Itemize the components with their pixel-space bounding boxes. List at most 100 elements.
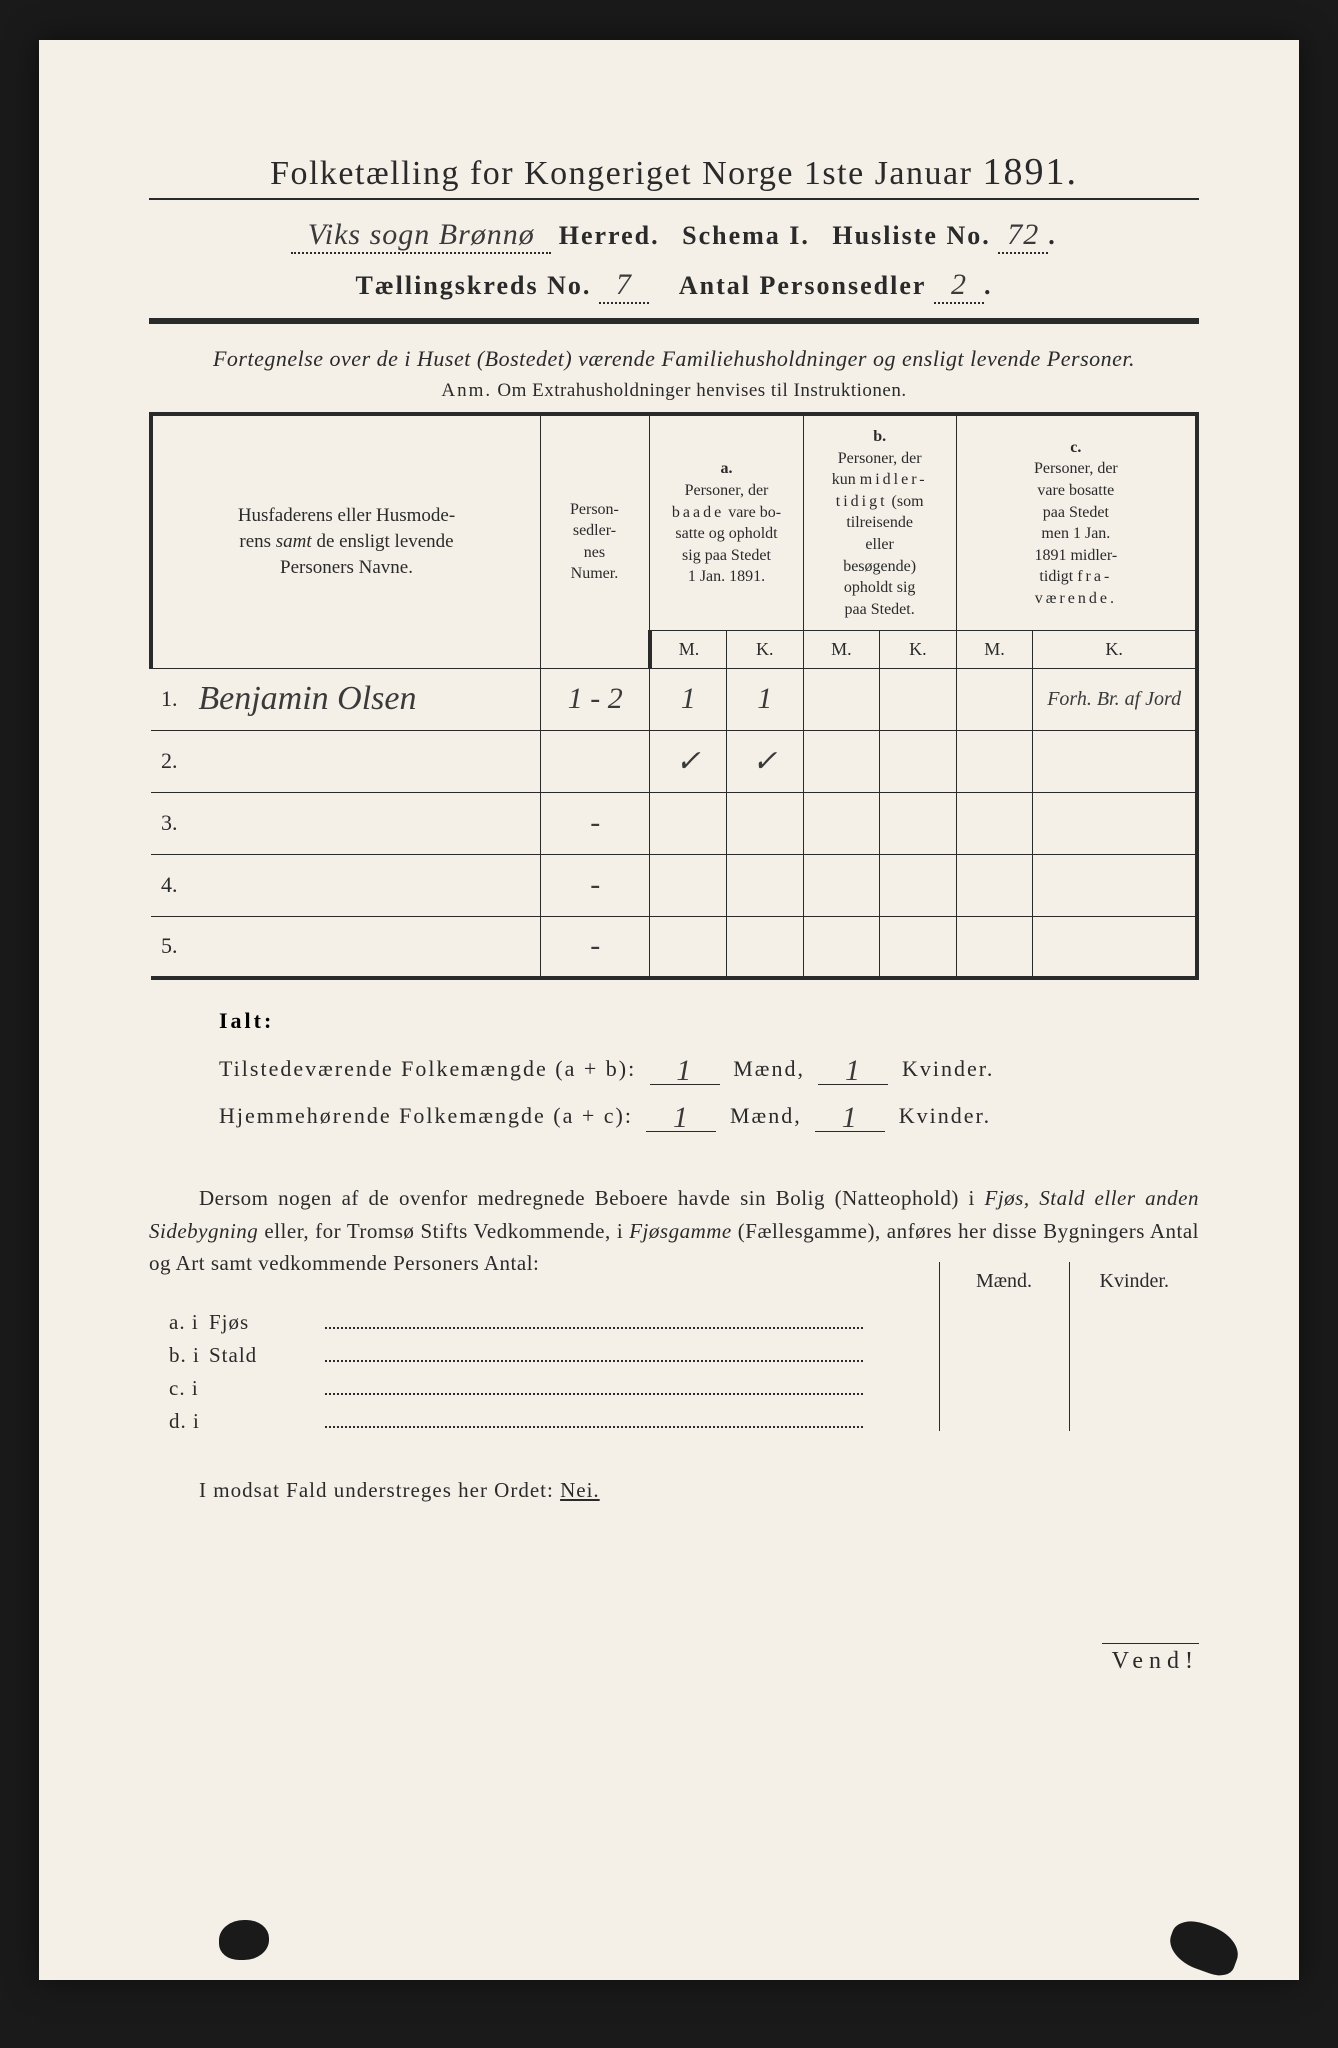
row-number: 1. <box>151 668 190 730</box>
building-lead: d. i <box>149 1409 209 1434</box>
building-lead: a. i <box>149 1310 209 1335</box>
row-a-k: ✓ <box>726 730 803 792</box>
table-row: 3. - <box>151 792 1197 854</box>
col-a: a. Personer, derbaade vare bo-satte og o… <box>650 414 803 631</box>
row-num <box>541 730 650 792</box>
table-row: 4. - <box>151 854 1197 916</box>
sum-ab-label: Tilstedeværende Folkemængde (a + b): <box>219 1056 636 1081</box>
census-table: Husfaderens eller Husmode-rens samt de e… <box>149 412 1199 980</box>
row-name <box>190 730 540 792</box>
kreds-label: Tællingskreds No. <box>356 271 592 300</box>
row-name: Benjamin Olsen <box>190 668 540 730</box>
annotation-line: Anm. Anm. Om Extrahusholdninger henvises… <box>149 380 1199 402</box>
row-c-m <box>956 854 1033 916</box>
col-c-m: M. <box>956 631 1033 668</box>
header-line-1: Viks sogn Brønnø Herred. Schema I. Husli… <box>149 218 1199 254</box>
col-c: c. Personer, dervare bosattepaa Stedetme… <box>956 414 1197 631</box>
row-a-m <box>650 854 727 916</box>
kvinder-label: Kvinder. <box>902 1056 994 1081</box>
row-a-m: ✓ <box>650 730 727 792</box>
page-tear <box>1163 1914 1244 1980</box>
antal-label: Antal Personsedler <box>679 271 927 300</box>
col-a-k: K. <box>726 631 803 668</box>
row-a-k <box>726 792 803 854</box>
col-names: Husfaderens eller Husmode-rens samt de e… <box>151 414 541 668</box>
subtitle: Fortegnelse over de i Huset (Bostedet) v… <box>149 346 1199 372</box>
sum-ac-k: 1 <box>842 1101 859 1134</box>
ialt-label: Ialt: <box>219 1008 1199 1034</box>
row-c-m <box>956 668 1033 730</box>
husliste-label: Husliste No. <box>832 221 990 250</box>
col-b-m: M. <box>803 631 880 668</box>
row-number: 2. <box>151 730 190 792</box>
sum-ac-label: Hjemmehørende Folkemængde (a + c): <box>219 1103 633 1128</box>
row-name <box>190 854 540 916</box>
row-name <box>190 916 540 978</box>
title-year: 1891. <box>982 151 1078 193</box>
col-b-k: K. <box>880 631 957 668</box>
col-number: Person-sedler-nesNumer. <box>541 414 650 668</box>
sum-ab-k: 1 <box>845 1054 862 1087</box>
row-a-m: 1 <box>650 668 727 730</box>
row-b-k <box>880 668 957 730</box>
sum-ab-m: 1 <box>676 1054 693 1087</box>
sum-ac-m: 1 <box>673 1101 690 1134</box>
row-a-k: 1 <box>726 668 803 730</box>
maend-label: Mænd, <box>733 1056 805 1081</box>
schema-label: Schema I. <box>682 221 810 250</box>
herred-label: Herred. <box>559 221 660 250</box>
title-text: Folketælling for Kongeriget Norge 1ste J… <box>270 155 972 192</box>
row-number: 3. <box>151 792 190 854</box>
mk-mini-table: Mænd. Kvinder. <box>939 1262 1200 1431</box>
nei-line: I modsat Fald understreges her Ordet: Ne… <box>149 1478 1199 1503</box>
mk-cell-m <box>939 1301 1069 1431</box>
thick-rule <box>149 318 1199 324</box>
building-lead: c. i <box>149 1376 209 1401</box>
parish-handwritten: Viks sogn Brønnø <box>291 218 551 254</box>
row-b-m <box>803 730 880 792</box>
table-row: 5. - <box>151 916 1197 978</box>
mk-header-m: Mænd. <box>939 1262 1069 1301</box>
dotted-line <box>325 1426 863 1428</box>
row-note <box>1033 792 1197 854</box>
husliste-no: 72 <box>998 218 1048 254</box>
row-b-m <box>803 668 880 730</box>
antal-no: 2 <box>934 268 984 304</box>
row-num: - <box>541 854 650 916</box>
building-row: a. iFjøs <box>149 1306 869 1339</box>
row-b-k <box>880 792 957 854</box>
buildings-block: Mænd. Kvinder. a. iFjøsb. iStaldc. id. i <box>149 1306 1199 1438</box>
row-c-m <box>956 730 1033 792</box>
building-type: Stald <box>209 1343 319 1368</box>
row-num: - <box>541 916 650 978</box>
ink-blot <box>219 1920 269 1960</box>
row-number: 5. <box>151 916 190 978</box>
nei-word: Nei. <box>560 1478 600 1502</box>
kreds-no: 7 <box>599 268 649 304</box>
table-row: 1.Benjamin Olsen1 - 211Forh. Br. af Jord <box>151 668 1197 730</box>
vend-label: Vend! <box>1102 1643 1199 1675</box>
row-num: - <box>541 792 650 854</box>
row-note <box>1033 854 1197 916</box>
dotted-line <box>325 1393 863 1395</box>
col-a-m: M. <box>650 631 727 668</box>
row-a-k <box>726 916 803 978</box>
row-num: 1 - 2 <box>541 668 650 730</box>
row-c-m <box>956 916 1033 978</box>
row-note <box>1033 916 1197 978</box>
building-row: c. i <box>149 1372 869 1405</box>
maend-label-2: Mænd, <box>730 1103 802 1128</box>
col-c-k: K. <box>1033 631 1197 668</box>
building-lead: b. i <box>149 1343 209 1368</box>
mk-cell-k <box>1069 1301 1199 1431</box>
building-row: b. iStald <box>149 1339 869 1372</box>
header-line-2: Tællingskreds No. 7 Antal Personsedler 2… <box>149 268 1199 304</box>
table-row: 2. ✓✓ <box>151 730 1197 792</box>
col-b: b. Personer, derkun midler-tidigt (somti… <box>803 414 956 631</box>
row-b-m <box>803 916 880 978</box>
dotted-line <box>325 1360 863 1362</box>
row-name <box>190 792 540 854</box>
mk-header-k: Kvinder. <box>1069 1262 1199 1301</box>
row-number: 4. <box>151 854 190 916</box>
building-row: d. i <box>149 1405 869 1438</box>
